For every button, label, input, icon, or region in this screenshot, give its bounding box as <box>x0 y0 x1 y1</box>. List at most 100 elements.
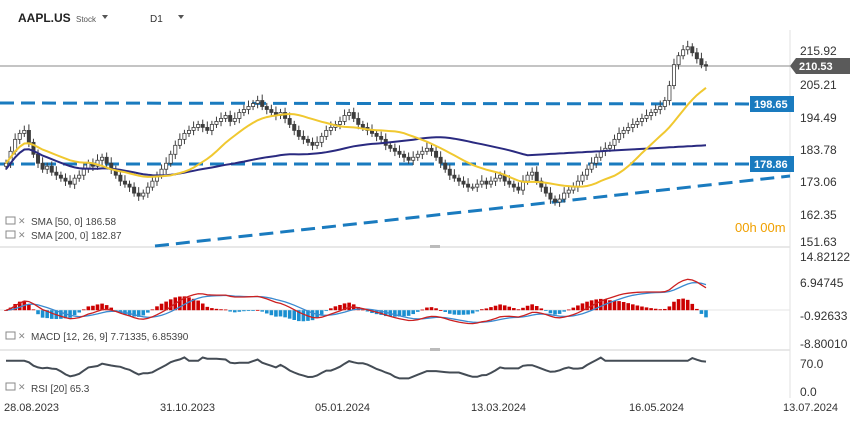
macd-bar <box>81 309 86 311</box>
candle-timer: 00h 00m <box>735 220 786 235</box>
legend-menu-icon[interactable] <box>5 216 16 225</box>
support-value: 178.86 <box>754 159 788 171</box>
time-axis: 28.08.2023 31.10.2023 05.01.2024 13.03.2… <box>4 402 838 414</box>
candle <box>200 124 205 128</box>
candle <box>241 109 246 113</box>
rsi-line <box>6 356 707 380</box>
candle <box>580 174 585 182</box>
macd-tick: 14.82122 <box>800 250 850 264</box>
rsi-tick: 70.0 <box>800 357 824 371</box>
candle <box>223 115 228 119</box>
macd-bar <box>649 308 653 311</box>
macd-bar <box>402 310 406 317</box>
macd-bar <box>187 297 191 311</box>
legend-menu-icon[interactable] <box>5 331 16 340</box>
candle <box>539 180 544 188</box>
candle <box>145 186 150 194</box>
timeframe-dropdown-icon[interactable] <box>178 15 184 19</box>
candle <box>411 156 416 161</box>
macd-bar <box>205 306 210 311</box>
candle <box>324 129 329 137</box>
legend-sma200[interactable]: ✕ SMA [200, 0] 182.87 <box>5 230 122 242</box>
symbol-label[interactable]: AAPL.US <box>18 11 71 25</box>
candle <box>237 112 242 119</box>
macd-bar <box>324 310 329 312</box>
macd-bar <box>136 310 141 317</box>
macd-bar <box>397 310 402 317</box>
macd-bar <box>86 306 91 311</box>
pane-resize-handle[interactable] <box>430 348 440 351</box>
candle <box>168 153 173 164</box>
macd-bar <box>274 310 278 317</box>
macd-bar <box>150 309 155 311</box>
macd-bar <box>164 301 168 311</box>
candle <box>507 180 512 185</box>
candle <box>31 141 36 155</box>
macd-bar <box>608 300 612 311</box>
macd-bar <box>178 296 182 311</box>
macd-bar <box>114 310 118 312</box>
candle <box>690 46 695 54</box>
candle <box>443 162 448 170</box>
macd-bar <box>461 310 466 315</box>
legend-menu-icon[interactable] <box>5 230 16 239</box>
candle <box>17 132 22 140</box>
remove-icon[interactable]: ✕ <box>18 230 26 240</box>
candle <box>337 121 342 125</box>
candle <box>132 186 137 194</box>
macd-bar <box>580 303 585 311</box>
legend-menu-icon[interactable] <box>5 382 16 391</box>
candle <box>379 135 384 140</box>
macd-bar <box>525 305 530 311</box>
candle <box>54 171 59 176</box>
macd-bar <box>635 305 640 311</box>
macd-bar <box>653 308 658 311</box>
candle <box>493 177 498 182</box>
candle <box>246 106 251 110</box>
macd-bar <box>690 303 695 311</box>
macd-bar <box>292 310 297 320</box>
macd-bar <box>566 309 571 311</box>
legend-sma50[interactable]: ✕ SMA [50, 0] 186.58 <box>5 216 116 228</box>
macd-bar <box>242 310 246 312</box>
pane-resize-handle[interactable] <box>430 245 440 248</box>
candle <box>264 106 269 110</box>
candle <box>420 150 425 155</box>
macd-bar <box>155 306 159 311</box>
macd-bar <box>475 310 480 312</box>
time-tick: 31.10.2023 <box>160 402 215 414</box>
symbol-dropdown-icon[interactable] <box>102 15 108 19</box>
candle <box>562 192 567 200</box>
macd-bar <box>452 310 457 315</box>
macd-bar <box>342 303 347 311</box>
macd-bar <box>310 310 315 321</box>
legend-rsi[interactable]: ✕ RSI [20] 65.3 <box>5 382 90 395</box>
instrument-type: Stock <box>76 15 97 24</box>
macd-bar <box>361 309 365 311</box>
candle <box>287 118 292 125</box>
macd-bar <box>269 310 274 316</box>
candle <box>456 177 461 182</box>
resistance-line[interactable] <box>0 101 791 106</box>
macd-bar <box>146 310 150 313</box>
remove-icon[interactable]: ✕ <box>18 216 26 226</box>
macd-bar <box>420 309 425 311</box>
macd-bar <box>72 310 77 316</box>
candle <box>388 144 393 149</box>
candle <box>347 112 352 116</box>
candle <box>159 168 164 176</box>
candle <box>49 165 54 173</box>
macd-bar <box>553 310 557 315</box>
macd-bar <box>612 300 617 311</box>
macd-bar <box>457 310 461 315</box>
sma50-line <box>5 87 707 188</box>
remove-icon[interactable]: ✕ <box>18 382 26 392</box>
remove-icon[interactable]: ✕ <box>18 331 26 341</box>
macd-bar <box>251 310 255 312</box>
legend-macd[interactable]: ✕ MACD [12, 26, 9] 7.71335, 6.85390 <box>5 331 189 343</box>
trend-line[interactable] <box>154 174 791 248</box>
timeframe-label[interactable]: D1 <box>150 14 163 25</box>
sma200-line <box>5 136 707 177</box>
current-price-value: 210.53 <box>799 61 833 73</box>
macd-bar <box>617 301 621 311</box>
